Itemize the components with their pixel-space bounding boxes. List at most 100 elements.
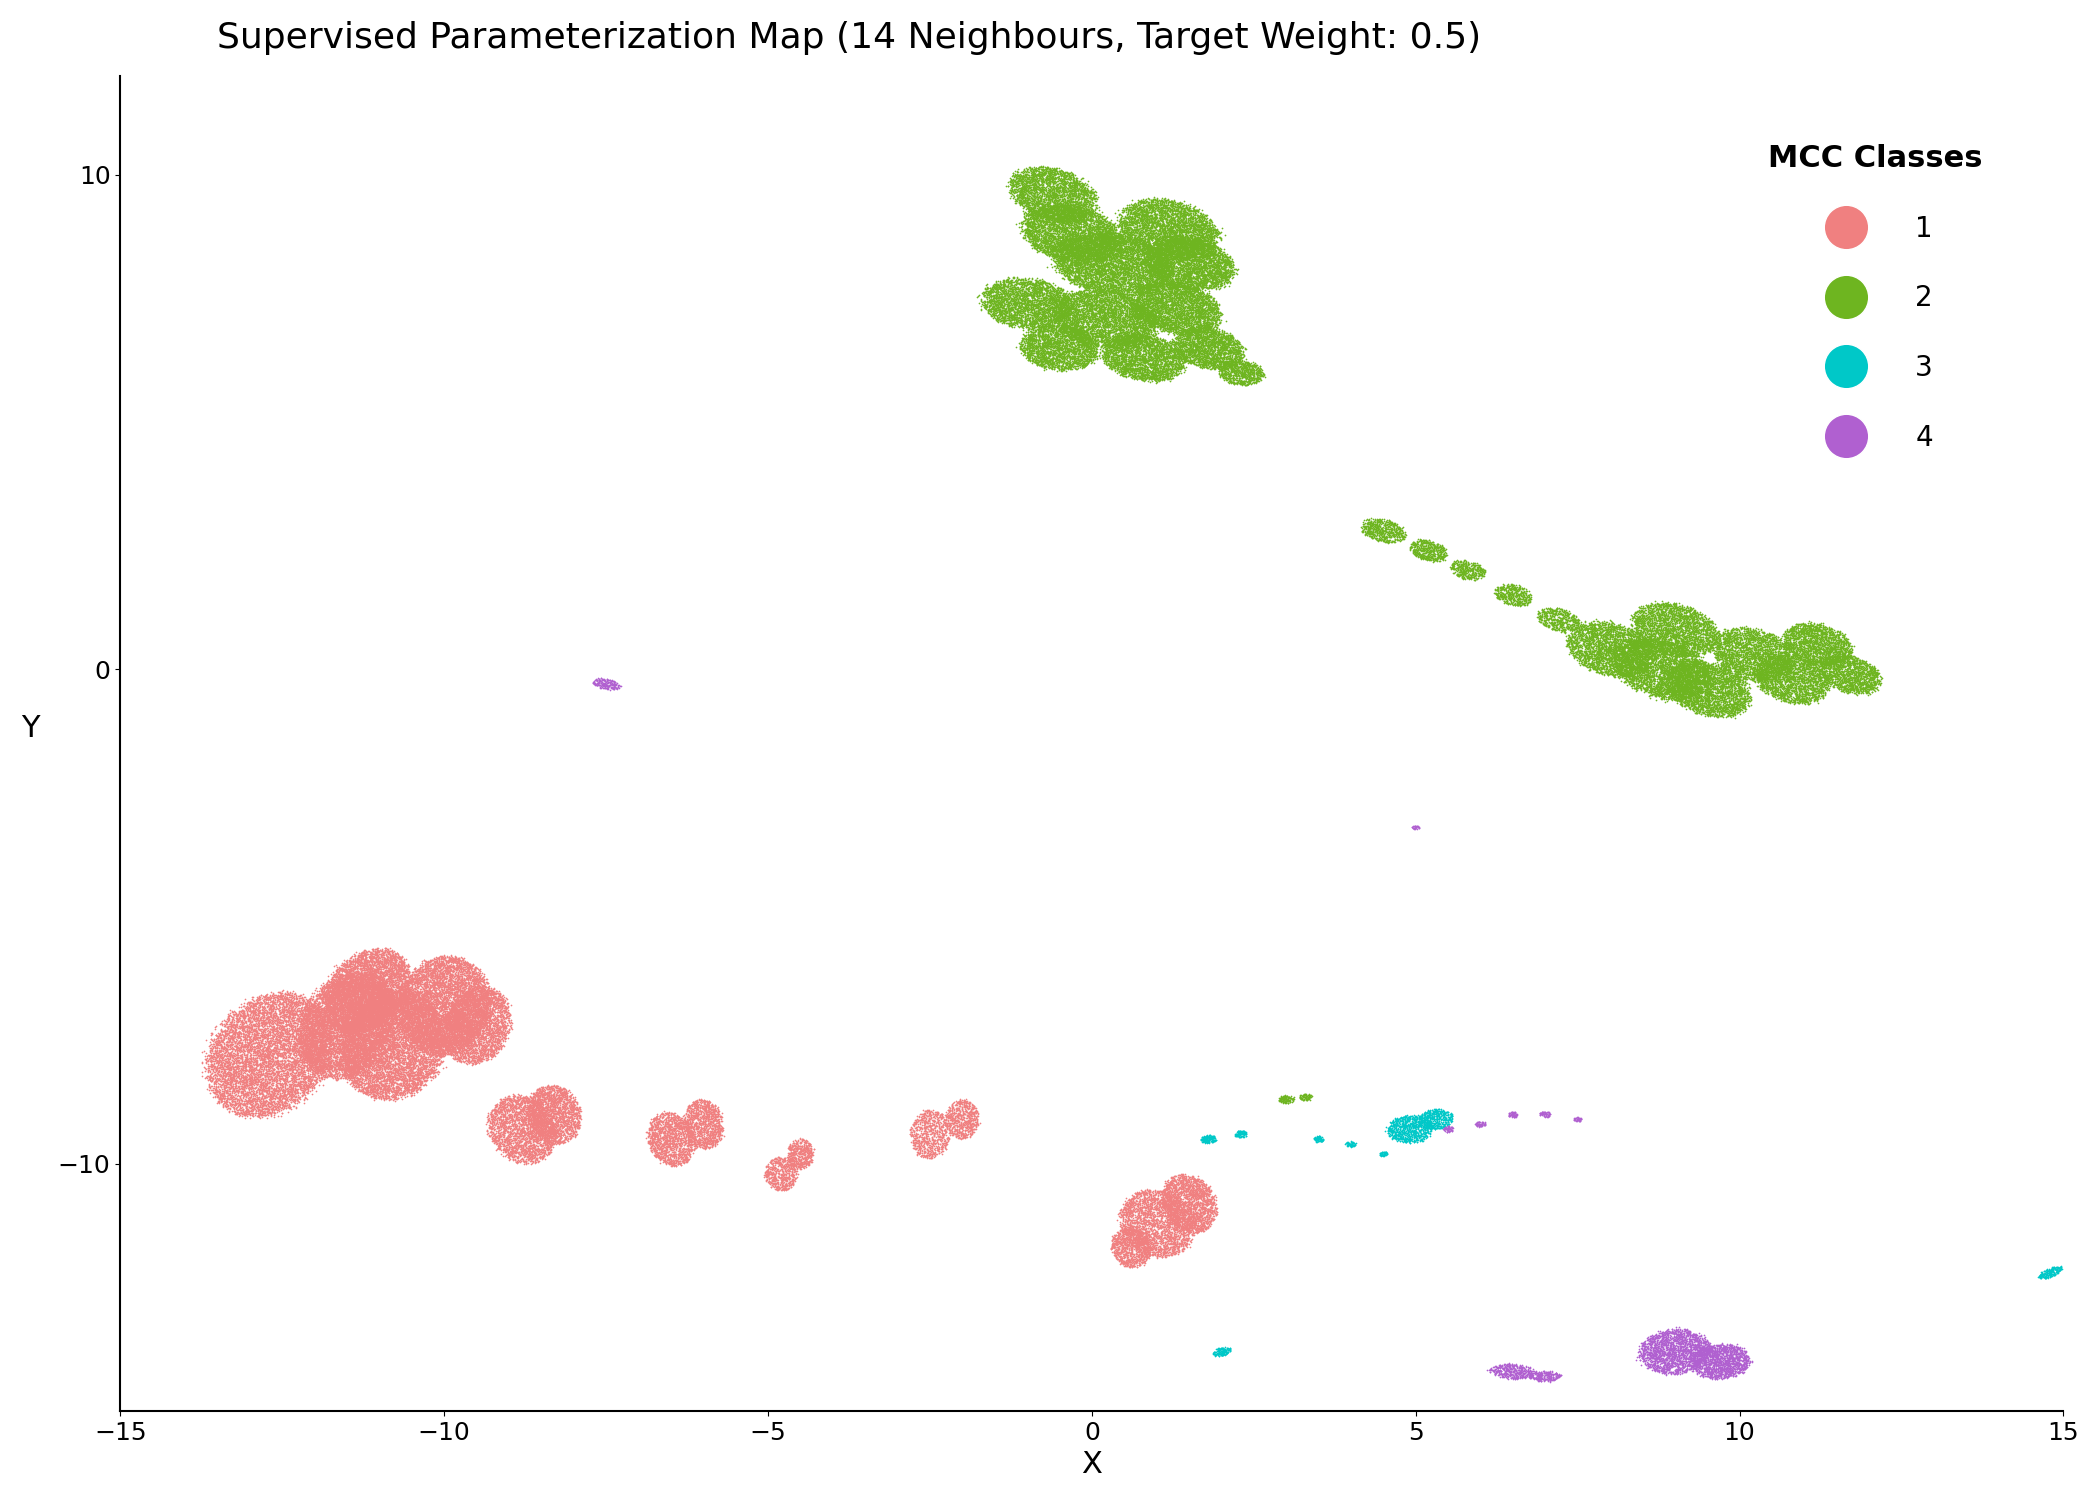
Point (1508, 1364, 1541, 1388)
Point (430, 992, 464, 1016)
Point (1491, 1366, 1525, 1390)
Point (365, 1030, 399, 1054)
Point (254, 1052, 288, 1076)
Point (418, 994, 452, 1018)
Point (361, 1035, 395, 1059)
Point (416, 968, 449, 992)
Point (1758, 684, 1791, 708)
Point (1126, 252, 1159, 276)
Point (1012, 211, 1046, 236)
Point (1798, 672, 1831, 696)
Point (374, 984, 407, 1008)
Point (271, 1080, 304, 1104)
Point (1525, 610, 1558, 634)
Point (346, 1044, 380, 1068)
Point (1159, 318, 1193, 342)
Point (1806, 680, 1840, 703)
Point (233, 1090, 267, 1114)
Point (1642, 656, 1676, 680)
Point (340, 1054, 374, 1078)
Point (1623, 628, 1657, 652)
Point (1010, 230, 1044, 254)
Point (1088, 309, 1121, 333)
Point (1054, 268, 1088, 292)
Point (300, 1028, 334, 1051)
Point (672, 1112, 706, 1136)
Point (323, 984, 357, 1008)
Point (1661, 675, 1695, 699)
Point (426, 1024, 460, 1048)
Point (1189, 278, 1222, 302)
Point (1067, 192, 1100, 216)
Point (1709, 693, 1743, 717)
Point (670, 1142, 704, 1166)
Point (985, 274, 1018, 298)
Point (254, 982, 288, 1006)
Point (1004, 308, 1037, 332)
Point (407, 1038, 441, 1062)
Point (1086, 288, 1119, 312)
Point (372, 998, 405, 1022)
Point (1159, 211, 1193, 236)
Point (464, 998, 498, 1022)
Point (527, 1098, 561, 1122)
Point (1006, 165, 1040, 189)
Point (433, 1004, 466, 1028)
Point (634, 1110, 668, 1134)
Point (370, 1048, 403, 1072)
Point (1029, 348, 1063, 372)
Point (1060, 256, 1094, 280)
Point (1155, 206, 1189, 230)
Point (1186, 291, 1220, 315)
Point (456, 1008, 489, 1032)
Point (536, 1119, 569, 1143)
Point (1651, 632, 1684, 656)
Point (1082, 255, 1115, 279)
Point (514, 1107, 548, 1131)
Point (1216, 249, 1250, 273)
Point (449, 1017, 483, 1041)
Point (363, 951, 397, 975)
Point (1636, 642, 1670, 666)
Point (1107, 1196, 1140, 1219)
Point (1632, 1342, 1665, 1366)
Point (288, 1065, 321, 1089)
Point (267, 1004, 300, 1028)
Point (1661, 663, 1695, 687)
Point (1174, 1210, 1208, 1234)
Point (1405, 528, 1439, 552)
Point (916, 1136, 949, 1160)
Point (372, 1050, 405, 1074)
Point (481, 988, 514, 1012)
Point (512, 1108, 546, 1132)
Point (1651, 606, 1684, 630)
Point (1686, 694, 1720, 718)
Point (1042, 249, 1075, 273)
Point (1665, 632, 1699, 656)
Point (321, 1041, 355, 1065)
Point (1111, 1252, 1145, 1276)
Point (1724, 676, 1758, 700)
Point (304, 1062, 338, 1086)
Point (699, 1122, 733, 1146)
Point (586, 668, 620, 692)
Point (292, 1042, 326, 1066)
Point (344, 960, 378, 984)
Point (598, 676, 632, 700)
Point (1659, 664, 1693, 688)
Point (195, 1066, 229, 1090)
Point (1596, 634, 1630, 658)
Point (370, 1004, 403, 1028)
Point (1159, 1164, 1193, 1188)
Point (342, 1066, 376, 1090)
Point (1111, 284, 1145, 308)
Point (1193, 297, 1226, 321)
Point (1220, 333, 1254, 357)
Point (439, 1019, 472, 1042)
Point (500, 1100, 533, 1124)
Point (1823, 660, 1856, 684)
Point (1197, 1341, 1231, 1365)
Point (1124, 1203, 1157, 1227)
Point (1166, 344, 1199, 368)
Point (1184, 1203, 1218, 1227)
